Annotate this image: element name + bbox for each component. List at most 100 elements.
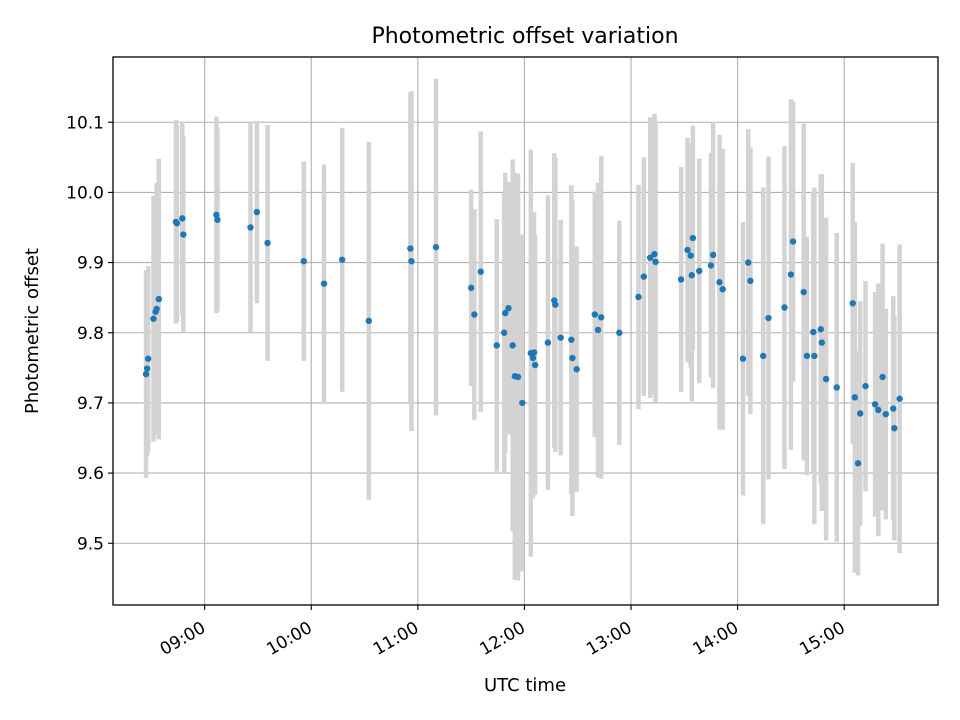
data-point bbox=[800, 288, 807, 296]
data-point bbox=[155, 295, 163, 303]
data-point bbox=[684, 246, 691, 254]
data-point bbox=[707, 262, 715, 269]
y-tick-label: 9.6 bbox=[77, 464, 104, 484]
y-tick-label: 9.9 bbox=[77, 254, 104, 274]
data-point bbox=[689, 234, 697, 242]
x-ticks: 09:00 10:00 11:00 12:00 13:00 14:00 15:00 bbox=[157, 605, 849, 660]
data-point bbox=[365, 317, 373, 325]
y-ticks: 9.5 9.6 9.7 9.8 9.9 10.0 10.1 bbox=[66, 113, 113, 554]
x-axis-label: UTC time bbox=[484, 675, 566, 696]
data-point bbox=[569, 354, 576, 362]
data-point bbox=[519, 399, 526, 407]
y-axis-label: Photometric offset bbox=[22, 248, 43, 414]
data-point bbox=[407, 245, 414, 252]
error-bars bbox=[143, 78, 902, 581]
data-point bbox=[408, 257, 415, 265]
x-tick-label: 12:00 bbox=[476, 618, 528, 660]
data-point bbox=[781, 304, 788, 311]
data-point bbox=[493, 342, 500, 349]
data-point bbox=[557, 334, 564, 341]
data-point bbox=[471, 311, 478, 318]
data-point bbox=[789, 238, 797, 245]
data-point bbox=[214, 216, 221, 223]
data-point bbox=[688, 272, 695, 279]
data-point bbox=[891, 424, 898, 432]
data-point bbox=[765, 314, 772, 322]
y-tick-label: 9.5 bbox=[77, 534, 104, 554]
x-tick-label: 15:00 bbox=[796, 618, 848, 660]
data-point bbox=[300, 257, 307, 265]
data-point bbox=[652, 258, 659, 266]
data-point bbox=[247, 224, 254, 231]
data-point bbox=[591, 311, 598, 318]
data-point bbox=[150, 315, 157, 322]
data-points bbox=[142, 208, 903, 467]
data-point bbox=[597, 314, 605, 321]
data-point bbox=[500, 329, 508, 336]
data-point bbox=[552, 301, 559, 308]
data-point bbox=[890, 405, 897, 412]
x-tick-label: 10:00 bbox=[263, 618, 315, 660]
data-point bbox=[467, 284, 475, 292]
x-tick-label: 09:00 bbox=[157, 618, 209, 660]
data-point bbox=[854, 460, 862, 467]
data-point bbox=[822, 375, 830, 383]
data-point bbox=[651, 250, 658, 258]
data-point bbox=[851, 394, 859, 401]
data-point bbox=[716, 279, 723, 286]
data-point bbox=[818, 339, 826, 346]
data-point bbox=[338, 256, 346, 263]
data-point bbox=[180, 231, 187, 238]
data-point bbox=[849, 300, 856, 307]
data-point bbox=[696, 267, 703, 275]
data-point bbox=[747, 277, 754, 285]
data-point bbox=[719, 286, 726, 293]
data-point bbox=[879, 373, 886, 381]
x-tick-label: 14:00 bbox=[690, 618, 742, 660]
data-point bbox=[896, 395, 903, 402]
data-point bbox=[811, 352, 818, 360]
data-point bbox=[529, 354, 537, 362]
data-point bbox=[687, 252, 694, 259]
data-point bbox=[253, 208, 261, 216]
data-point bbox=[153, 305, 160, 313]
data-point bbox=[213, 211, 220, 219]
data-point bbox=[759, 352, 767, 360]
data-point bbox=[179, 215, 186, 222]
y-tick-label: 10.1 bbox=[66, 113, 104, 133]
data-point bbox=[616, 329, 623, 336]
data-point bbox=[817, 326, 824, 333]
data-point bbox=[144, 355, 152, 362]
data-point bbox=[544, 339, 552, 346]
y-tick-label: 9.8 bbox=[77, 324, 104, 344]
y-tick-label: 10.0 bbox=[66, 183, 104, 203]
data-point bbox=[502, 309, 509, 317]
data-point bbox=[531, 361, 539, 369]
data-point bbox=[320, 280, 328, 287]
data-point bbox=[787, 271, 795, 278]
data-point bbox=[739, 355, 747, 362]
plot-frame bbox=[112, 56, 939, 606]
data-point bbox=[573, 366, 580, 373]
data-point bbox=[803, 352, 811, 360]
x-tick-label: 11:00 bbox=[370, 618, 422, 660]
data-point bbox=[505, 304, 512, 312]
data-point bbox=[882, 410, 889, 418]
data-point bbox=[871, 401, 879, 408]
chart-title: Photometric offset variation bbox=[371, 24, 678, 49]
data-point bbox=[640, 273, 648, 280]
data-point bbox=[514, 373, 522, 381]
data-point bbox=[875, 406, 882, 414]
data-point bbox=[677, 276, 685, 283]
data-point bbox=[856, 410, 864, 417]
data-point bbox=[477, 268, 484, 275]
data-point bbox=[810, 328, 817, 336]
x-tick-label: 13:00 bbox=[583, 618, 635, 660]
data-point bbox=[142, 370, 150, 378]
data-point bbox=[594, 326, 602, 334]
data-point bbox=[143, 365, 151, 372]
data-point bbox=[862, 382, 869, 390]
data-point bbox=[833, 384, 840, 391]
data-point bbox=[264, 239, 271, 247]
